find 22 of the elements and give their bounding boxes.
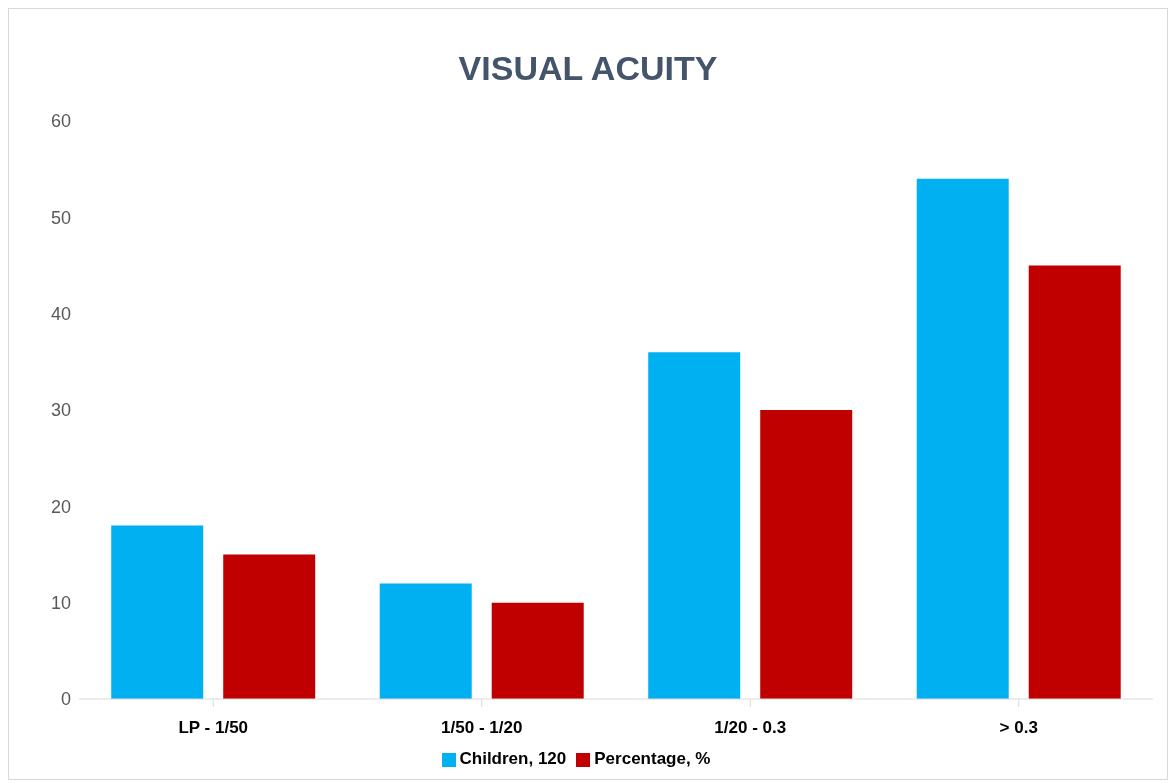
bar	[491, 602, 584, 699]
legend-label: Percentage, %	[594, 749, 711, 768]
bar	[916, 178, 1009, 699]
x-tick-label: > 0.3	[999, 718, 1038, 738]
y-tick-label: 30	[50, 400, 71, 421]
bar	[1028, 265, 1121, 699]
y-tick-label: 50	[50, 207, 71, 228]
y-tick-label: 40	[50, 304, 71, 325]
x-tick-label: 1/20 - 0.3	[714, 718, 787, 738]
legend-label: Children, 120	[459, 749, 567, 768]
bar	[111, 525, 204, 699]
y-tick-label: 0	[60, 689, 71, 710]
chart-title: VISUAL ACUITY	[457, 48, 719, 89]
x-tick-label: LP - 1/50	[178, 718, 249, 738]
y-tick-label: 20	[50, 496, 71, 517]
bar	[648, 352, 741, 699]
y-tick-label: 60	[50, 111, 71, 132]
bar	[223, 554, 316, 699]
y-tick-label: 10	[50, 593, 71, 614]
bar	[379, 583, 472, 699]
bar	[760, 410, 853, 699]
x-tick-label: 1/50 - 1/20	[441, 718, 523, 738]
